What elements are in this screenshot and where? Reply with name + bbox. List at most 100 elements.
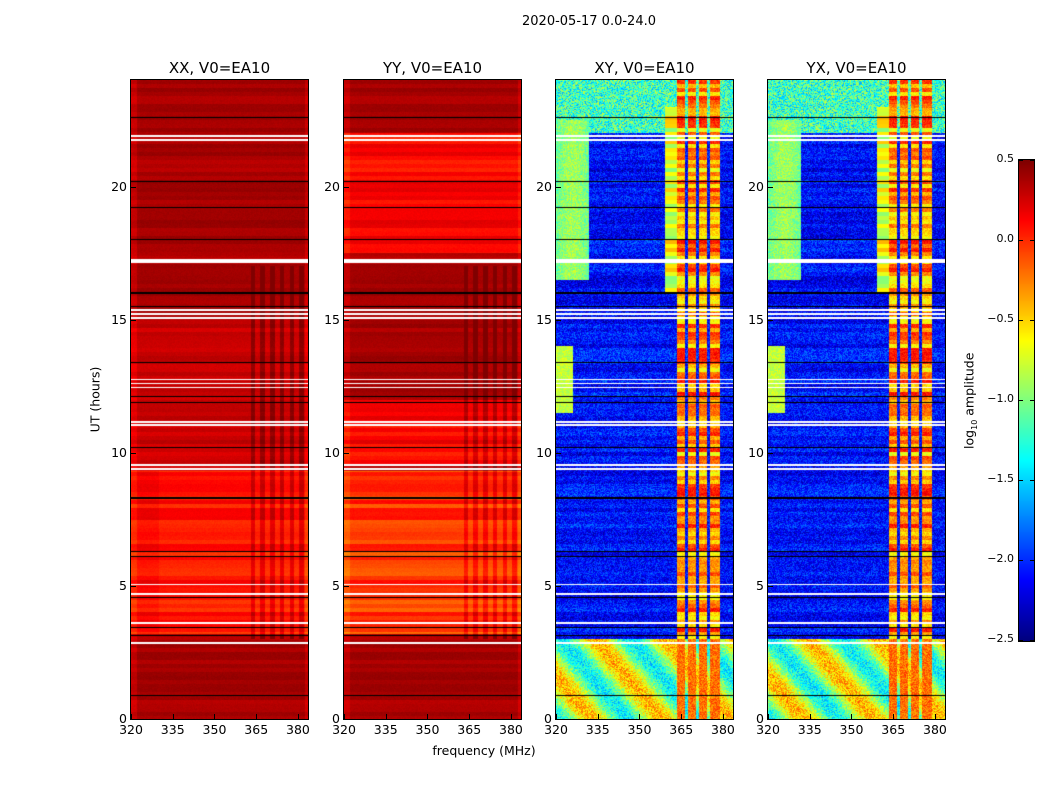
colorbar-tick-mark	[1019, 560, 1023, 561]
heatmap-yy	[343, 79, 522, 720]
y-tick-label: 20	[748, 178, 764, 194]
y-tick-mark	[131, 585, 136, 587]
x-tick-mark	[681, 714, 683, 719]
x-tick-mark	[768, 714, 769, 719]
panel-title-xx: XX, V0=EA10	[168, 59, 271, 77]
x-tick-mark	[131, 714, 132, 719]
y-tick-mark	[344, 186, 349, 188]
heatmap-yx	[767, 79, 946, 720]
x-tick-label: 365	[669, 722, 694, 737]
y-tick-label: 15	[748, 311, 764, 327]
panel-title-xy: XY, V0=EA10	[594, 59, 695, 77]
y-tick-mark	[344, 452, 349, 454]
x-tick-mark	[510, 714, 512, 719]
heatmap-xy	[555, 79, 734, 720]
y-tick-mark	[131, 719, 136, 720]
heatmap-canvas-xx	[131, 80, 308, 719]
x-tick-label: 380	[499, 722, 523, 737]
x-tick-label: 365	[457, 722, 482, 737]
y-tick-mark	[131, 186, 136, 188]
y-tick-mark	[344, 585, 349, 587]
colorbar-tick-mark	[1030, 640, 1034, 641]
x-tick-mark	[385, 714, 387, 719]
y-tick-label: 5	[332, 577, 340, 593]
y-tick-label: 10	[536, 444, 552, 460]
x-tick-label: 350	[839, 722, 864, 737]
y-tick-mark	[556, 319, 561, 321]
y-tick-mark	[556, 452, 561, 454]
colorbar-tick-mark	[1030, 400, 1034, 401]
y-tick-mark	[556, 186, 561, 188]
colorbar-tick-mark	[1019, 160, 1023, 161]
colorbar-tick-label: −1.5	[987, 472, 1014, 485]
colorbar-tick-mark	[1030, 160, 1034, 161]
colorbar	[1018, 159, 1035, 642]
y-tick-mark	[768, 585, 773, 587]
x-axis-label: frequency (MHz)	[432, 743, 536, 758]
y-tick-mark	[344, 319, 349, 321]
colorbar-tick-mark	[1019, 320, 1023, 321]
y-tick-mark	[768, 319, 773, 321]
y-tick-label: 5	[544, 577, 552, 593]
colorbar-label-sub: 10	[969, 419, 979, 430]
y-tick-label: 15	[324, 311, 340, 327]
y-tick-label: 0	[544, 711, 552, 726]
heatmap-canvas-xy	[556, 80, 733, 719]
y-tick-mark	[344, 719, 349, 720]
y-tick-label: 15	[536, 311, 552, 327]
x-tick-label: 350	[415, 722, 440, 737]
y-tick-mark	[768, 719, 773, 720]
colorbar-tick-mark	[1019, 240, 1023, 241]
x-tick-label: 380	[923, 722, 947, 737]
x-tick-label: 320	[332, 722, 356, 737]
x-tick-label: 335	[797, 722, 822, 737]
y-tick-label: 20	[111, 178, 127, 194]
y-tick-mark	[768, 186, 773, 188]
panel-title-yy: YY, V0=EA10	[382, 59, 483, 77]
y-tick-label: 0	[332, 711, 340, 726]
y-tick-label: 10	[111, 444, 127, 460]
colorbar-tick-label: 0.0	[996, 232, 1015, 245]
y-tick-label: 20	[536, 178, 552, 194]
y-tick-mark	[556, 585, 561, 587]
x-tick-label: 380	[711, 722, 735, 737]
colorbar-tick-label: −1.0	[987, 392, 1014, 405]
x-tick-label: 365	[244, 722, 269, 737]
heatmap-canvas-yy	[344, 80, 521, 719]
x-tick-label: 380	[286, 722, 310, 737]
x-tick-mark	[297, 714, 299, 719]
colorbar-tick-mark	[1019, 400, 1023, 401]
y-tick-mark	[131, 319, 136, 321]
x-tick-label: 350	[627, 722, 652, 737]
panel-title-yx: YX, V0=EA10	[806, 59, 907, 77]
colorbar-tick-label: −2.5	[987, 632, 1014, 645]
x-tick-mark	[722, 714, 724, 719]
x-tick-mark	[344, 714, 345, 719]
x-tick-mark	[214, 714, 216, 719]
x-tick-mark	[427, 714, 429, 719]
y-tick-mark	[768, 452, 773, 454]
x-tick-mark	[172, 714, 174, 719]
colorbar-tick-label: −0.5	[987, 312, 1014, 325]
x-tick-mark	[851, 714, 853, 719]
y-tick-mark	[131, 452, 136, 454]
x-tick-mark	[934, 714, 936, 719]
colorbar-tick-label: −2.0	[987, 552, 1014, 565]
x-tick-label: 320	[544, 722, 568, 737]
y-tick-label: 5	[119, 577, 127, 593]
colorbar-tick-mark	[1030, 480, 1034, 481]
colorbar-tick-mark	[1030, 240, 1034, 241]
x-tick-mark	[556, 714, 557, 719]
colorbar-label-text: amplitude	[961, 352, 977, 420]
x-tick-label: 320	[119, 722, 143, 737]
x-tick-mark	[639, 714, 641, 719]
x-tick-label: 335	[585, 722, 610, 737]
x-tick-label: 365	[881, 722, 906, 737]
x-tick-mark	[256, 714, 258, 719]
x-tick-label: 350	[202, 722, 227, 737]
y-tick-label: 10	[748, 444, 764, 460]
figure-title: 2020-05-17 0.0-24.0	[522, 14, 656, 29]
heatmap-xx	[130, 79, 309, 720]
x-tick-label: 335	[373, 722, 398, 737]
colorbar-tick-mark	[1030, 320, 1034, 321]
